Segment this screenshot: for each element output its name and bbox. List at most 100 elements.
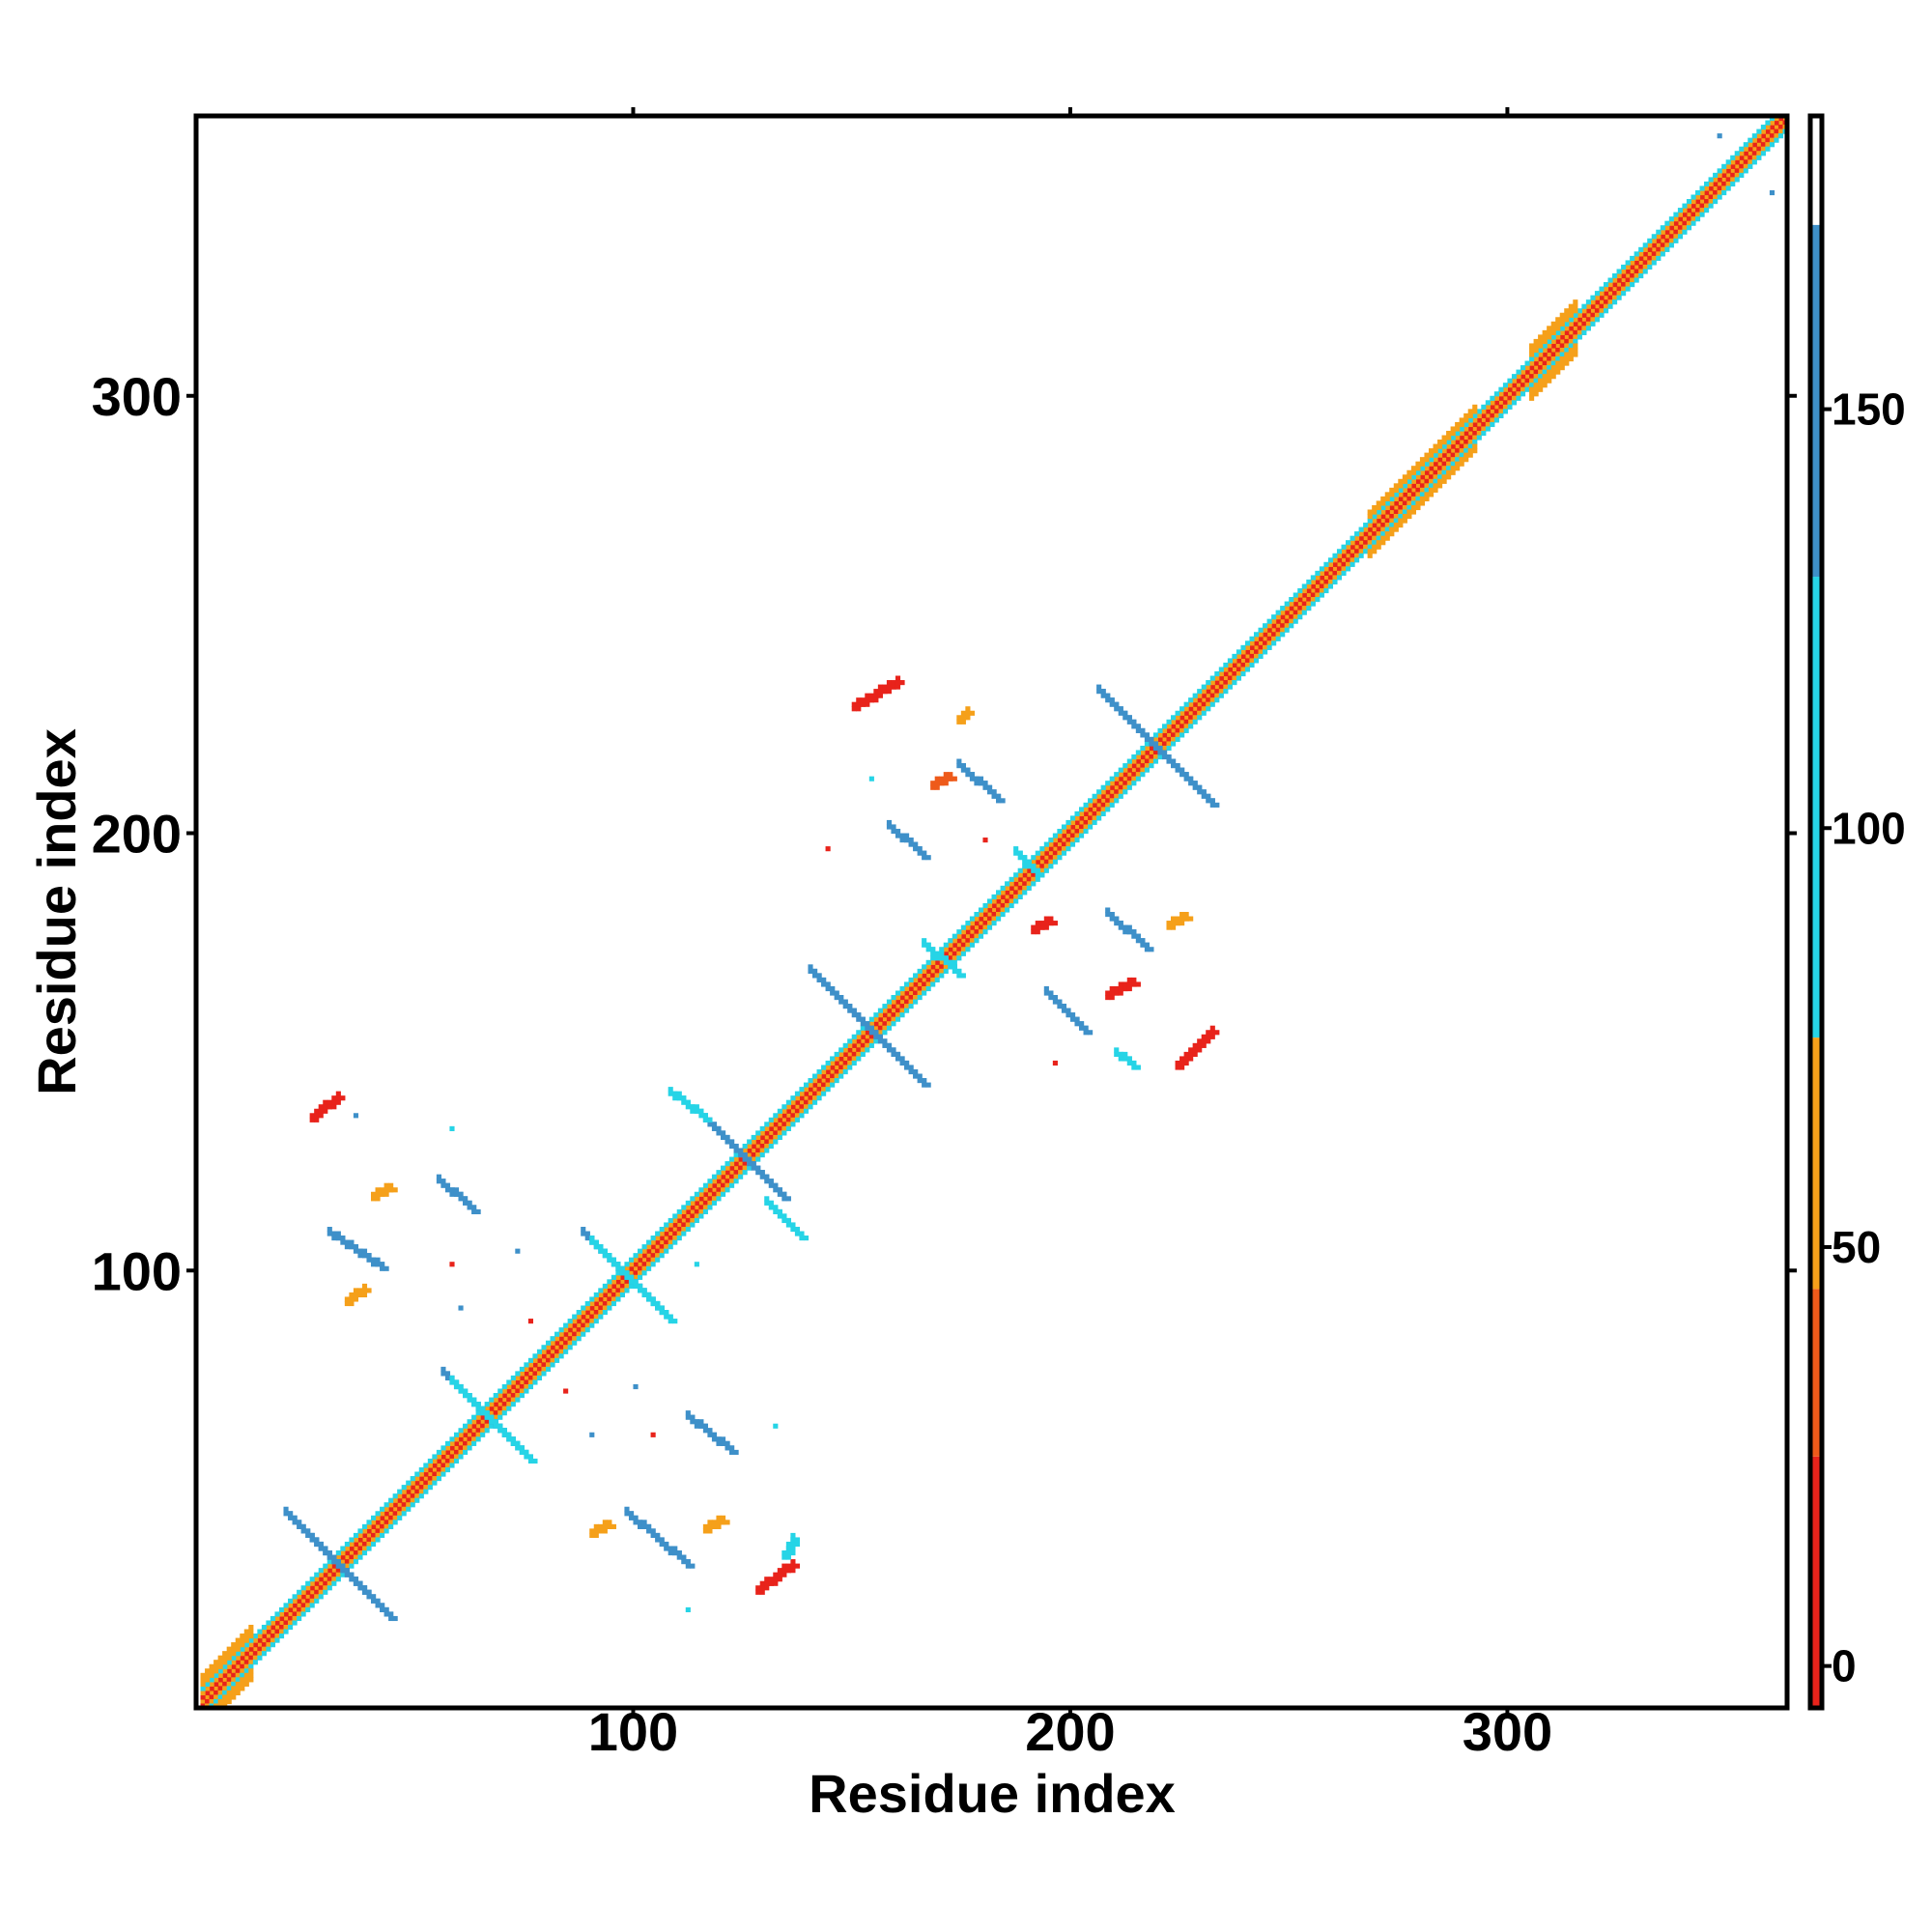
- heatmap-cell: [1568, 338, 1574, 345]
- heatmap-cell: [1131, 724, 1137, 729]
- heatmap-cell: [1485, 404, 1491, 410]
- heatmap-cell: [213, 1672, 219, 1678]
- heatmap-cell: [785, 1217, 791, 1224]
- heatmap-cell: [1240, 658, 1246, 664]
- heatmap-cell: [1694, 194, 1701, 200]
- heatmap-cell: [1367, 544, 1373, 550]
- heatmap-cell: [1179, 715, 1185, 721]
- heatmap-cell: [991, 916, 997, 922]
- heatmap-cell: [785, 1122, 791, 1127]
- heatmap-cell: [1690, 194, 1696, 200]
- heatmap-cell: [344, 1554, 350, 1560]
- heatmap-cell: [1206, 689, 1211, 695]
- heatmap-cell: [1232, 653, 1237, 660]
- heatmap-cell: [1175, 763, 1180, 769]
- heatmap-cell: [1249, 644, 1255, 650]
- heatmap-cell: [856, 1051, 862, 1058]
- heatmap-cell: [370, 1520, 377, 1525]
- heatmap-cell: [685, 1222, 691, 1228]
- heatmap-cell: [1201, 706, 1207, 712]
- heatmap-cell: [323, 1550, 328, 1556]
- heatmap-cell: [1131, 767, 1137, 773]
- heatmap-cell: [1218, 670, 1224, 677]
- heatmap-cell: [1717, 177, 1722, 183]
- heatmap-cell: [860, 1016, 866, 1022]
- heatmap-cell: [1122, 715, 1128, 721]
- heatmap-cell: [1052, 921, 1058, 926]
- heatmap-cell: [375, 1515, 381, 1520]
- heatmap-cell: [1192, 706, 1198, 712]
- heatmap-cell: [335, 1568, 341, 1574]
- heatmap-cell: [1472, 421, 1478, 428]
- heatmap-cell: [1122, 763, 1128, 769]
- heatmap-cell: [1323, 566, 1329, 572]
- heatmap-cell: [1301, 601, 1307, 607]
- heatmap-cell: [1131, 981, 1137, 987]
- heatmap-cell: [917, 981, 923, 987]
- heatmap-cell: [1713, 185, 1719, 191]
- heatmap-cell: [1516, 383, 1521, 388]
- heatmap-cell: [602, 1305, 608, 1311]
- heatmap-cell: [1389, 504, 1395, 511]
- heatmap-cell: [1332, 557, 1338, 563]
- heatmap-cell: [1424, 492, 1430, 497]
- heatmap-cell: [1022, 872, 1028, 878]
- heatmap-cell: [1306, 592, 1312, 598]
- heatmap-cell: [1485, 409, 1491, 414]
- heatmap-cell: [1214, 675, 1220, 681]
- heatmap-cell: [1013, 890, 1019, 895]
- heatmap-cell: [1704, 208, 1710, 213]
- heatmap-cell: [808, 964, 813, 970]
- heatmap-cell: [1144, 942, 1150, 948]
- heatmap-cell: [357, 1541, 363, 1548]
- heatmap-cell: [707, 1523, 713, 1529]
- heatmap-cell: [554, 1357, 560, 1363]
- heatmap-cell: [886, 1021, 893, 1027]
- heatmap-cell: [598, 1244, 604, 1250]
- heatmap-cell: [785, 1563, 791, 1569]
- heatmap-cell: [1463, 457, 1469, 463]
- heatmap-cell: [960, 924, 966, 930]
- heatmap-cell: [1022, 855, 1028, 861]
- heatmap-cell: [842, 1042, 848, 1048]
- heatmap-cell: [471, 1205, 477, 1210]
- heatmap-cell: [1573, 317, 1578, 323]
- heatmap-cell: [532, 1371, 538, 1377]
- heatmap-cell: [1293, 606, 1298, 611]
- heatmap-cell: [489, 1402, 495, 1407]
- heatmap-cell: [1315, 579, 1321, 585]
- heatmap-cell: [440, 1466, 446, 1473]
- heatmap-cell: [913, 995, 919, 1001]
- heatmap-cell: [1686, 216, 1692, 222]
- heatmap-cell: [1459, 426, 1464, 432]
- heatmap-cell: [602, 1283, 608, 1289]
- heatmap-cell: [842, 1004, 848, 1009]
- heatmap-cell: [1192, 715, 1198, 721]
- heatmap-cell: [1630, 260, 1635, 266]
- heatmap-cell: [1559, 321, 1565, 327]
- heatmap-cell: [873, 693, 879, 698]
- heatmap-cell: [1083, 824, 1089, 830]
- heatmap-cell: [1367, 540, 1373, 546]
- heatmap-cell: [1725, 159, 1731, 165]
- heatmap-cell: [668, 1231, 673, 1236]
- heatmap-cell: [1450, 440, 1456, 445]
- heatmap-cell: [1206, 706, 1211, 712]
- heatmap-cell: [1402, 504, 1407, 511]
- heatmap-cell: [1074, 833, 1080, 838]
- heatmap-cell: [366, 1257, 372, 1263]
- heatmap-cell: [1179, 732, 1185, 738]
- heatmap-cell: [1581, 303, 1587, 309]
- heatmap-cell: [1135, 933, 1141, 939]
- heatmap-cell: [1188, 1056, 1194, 1062]
- heatmap-cell: [231, 1651, 237, 1657]
- heatmap-cell: [1179, 1056, 1185, 1062]
- heatmap-cell: [1467, 417, 1473, 423]
- heatmap-cell: [1109, 793, 1115, 799]
- heatmap-cell: [1481, 417, 1487, 423]
- heatmap-cell: [1774, 137, 1779, 143]
- heatmap-cell: [1751, 133, 1757, 139]
- heatmap-cell: [205, 1694, 211, 1700]
